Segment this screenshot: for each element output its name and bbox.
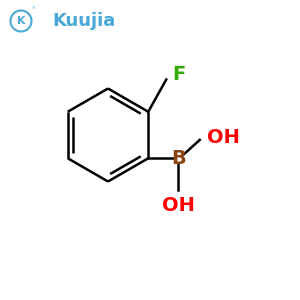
Text: F: F xyxy=(172,65,185,85)
Text: Kuujia: Kuujia xyxy=(52,12,116,30)
Text: B: B xyxy=(171,149,186,168)
Text: OH: OH xyxy=(207,128,240,147)
Text: °: ° xyxy=(31,8,35,14)
Text: OH: OH xyxy=(162,196,195,215)
Text: K: K xyxy=(17,16,25,26)
